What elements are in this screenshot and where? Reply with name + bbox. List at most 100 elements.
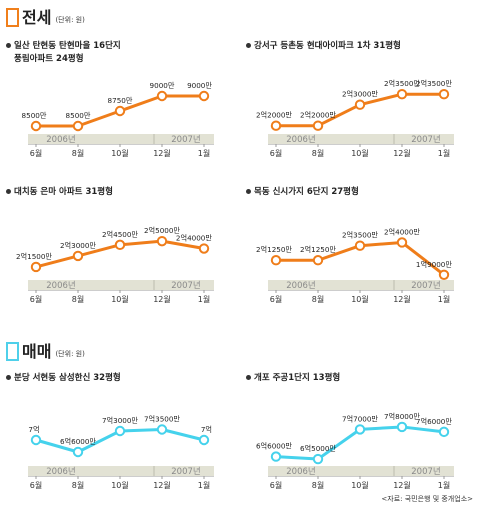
year-band bbox=[268, 280, 454, 290]
year-band bbox=[268, 466, 454, 476]
x-tick-label: 6월 bbox=[270, 148, 282, 158]
section-header-maemae: 매매 (단위: 원) bbox=[6, 342, 85, 361]
x-tick-label: 8월 bbox=[312, 480, 324, 490]
x-tick-label: 8월 bbox=[72, 148, 84, 158]
data-point bbox=[396, 89, 408, 100]
year-label: 2007년 bbox=[411, 280, 440, 291]
data-label: 7억6000만 bbox=[416, 417, 452, 426]
line-chart: 2006년 2007년 6월 8월 10월 12월 1월 2억1250만 2억1250만 2억35… bbox=[256, 227, 454, 304]
chart-title: 목동 신시가지 6단지 27평형 bbox=[246, 186, 359, 199]
data-point bbox=[438, 269, 450, 280]
data-label: 2억2000만 bbox=[256, 111, 292, 120]
data-label: 6억6000만 bbox=[60, 437, 96, 446]
chart-title: 개포 주공1단지 13평형 bbox=[246, 372, 340, 385]
x-tick-label: 8월 bbox=[72, 480, 84, 490]
data-point bbox=[72, 446, 84, 458]
chart-title-line: 분당 서현동 삼성한신 32평형 bbox=[14, 373, 121, 383]
x-tick-label: 10월 bbox=[111, 294, 129, 304]
data-label: 6억5000만 bbox=[300, 444, 336, 453]
data-point bbox=[354, 424, 366, 435]
data-label: 2억1250만 bbox=[300, 245, 336, 254]
chart-title: 강서구 등촌동 현대아이파크 1차 31평형 bbox=[246, 40, 401, 53]
data-label: 9000만 bbox=[187, 81, 212, 90]
data-point bbox=[270, 120, 282, 131]
data-point bbox=[198, 434, 210, 446]
data-label: 7억 bbox=[28, 425, 39, 434]
data-point bbox=[396, 237, 408, 248]
data-point bbox=[438, 89, 450, 100]
x-tick-label: 1월 bbox=[198, 294, 210, 304]
line-chart: 2006년 2007년 6월 8월 10월 12월 1월 8500만 8500만 8750만 900… bbox=[22, 81, 214, 158]
data-label: 7억3500만 bbox=[144, 415, 180, 424]
x-tick-label: 1월 bbox=[438, 480, 450, 490]
x-tick-label: 10월 bbox=[111, 148, 129, 158]
year-band bbox=[28, 280, 214, 290]
x-tick-label: 6월 bbox=[270, 294, 282, 304]
data-label: 8750만 bbox=[108, 96, 133, 105]
line-chart: 2006년 2007년 6월 8월 10월 12월 1월 7억 6억6000만 7억3000만 7억… bbox=[28, 415, 214, 490]
x-tick-label: 8월 bbox=[312, 294, 324, 304]
chart-panel: 대치동 은마 아파트 31평형 2006년 2007년 6월 8월 10월 12월 1월 2억1… bbox=[6, 186, 238, 306]
section-title: 매매 bbox=[22, 342, 52, 361]
x-tick-label: 10월 bbox=[351, 294, 369, 304]
data-point bbox=[30, 434, 42, 446]
x-tick-label: 10월 bbox=[111, 480, 129, 490]
section-unit: (단위: 원) bbox=[55, 350, 85, 358]
data-label: 8500만 bbox=[22, 111, 47, 120]
data-label: 2억3500만 bbox=[384, 79, 420, 88]
bullet-icon bbox=[246, 375, 251, 380]
x-tick-label: 1월 bbox=[438, 148, 450, 158]
x-tick-label: 1월 bbox=[438, 294, 450, 304]
data-label: 1억9000만 bbox=[416, 260, 452, 269]
x-tick-label: 12월 bbox=[153, 294, 171, 304]
section-unit: (단위: 원) bbox=[55, 16, 85, 24]
year-label: 2006년 bbox=[286, 280, 315, 291]
data-point bbox=[156, 424, 168, 435]
line-chart: 2006년 2007년 6월 8월 10월 12월 1월 2억1500만 2억3000만 2억45… bbox=[16, 226, 214, 304]
data-point bbox=[30, 261, 42, 273]
data-label: 8500만 bbox=[66, 111, 91, 120]
data-point bbox=[30, 120, 42, 132]
data-label: 7억 bbox=[201, 425, 212, 434]
x-tick-label: 8월 bbox=[312, 148, 324, 158]
data-label: 2억5000만 bbox=[144, 226, 180, 235]
data-label: 2억3000만 bbox=[342, 90, 378, 99]
chart-title: 대치동 은마 아파트 31평형 bbox=[6, 186, 113, 199]
data-point bbox=[114, 425, 126, 437]
data-label: 2억1500만 bbox=[16, 252, 52, 261]
bullet-icon bbox=[246, 43, 251, 48]
data-label: 7억7000만 bbox=[342, 414, 378, 423]
year-label: 2007년 bbox=[171, 134, 200, 145]
year-label: 2006년 bbox=[286, 466, 315, 477]
data-point bbox=[438, 426, 450, 438]
line-chart: 2006년 2007년 6월 8월 10월 12월 1월 2억2000만 2억2000만 2억30… bbox=[256, 79, 454, 158]
section-marker-icon bbox=[6, 8, 19, 27]
data-point bbox=[198, 90, 210, 102]
data-point bbox=[270, 451, 282, 462]
chart-title-line: 대치동 은마 아파트 31평형 bbox=[14, 187, 113, 197]
section-header-jeonse: 전세 (단위: 원) bbox=[6, 8, 85, 27]
x-tick-label: 1월 bbox=[198, 480, 210, 490]
x-tick-label: 12월 bbox=[393, 294, 411, 304]
data-label: 2억3500만 bbox=[416, 79, 452, 88]
data-point bbox=[114, 239, 126, 251]
x-tick-label: 12월 bbox=[393, 148, 411, 158]
data-point bbox=[354, 240, 366, 251]
section-marker-icon bbox=[6, 342, 19, 361]
data-point bbox=[156, 235, 168, 247]
bullet-icon bbox=[246, 189, 251, 194]
year-band bbox=[28, 134, 214, 144]
data-point bbox=[114, 105, 126, 117]
x-tick-label: 1월 bbox=[198, 148, 210, 158]
x-tick-label: 6월 bbox=[30, 294, 42, 304]
x-tick-label: 6월 bbox=[30, 480, 42, 490]
data-label: 2억1250만 bbox=[256, 245, 292, 254]
data-point bbox=[198, 243, 210, 254]
x-tick-label: 12월 bbox=[153, 480, 171, 490]
x-tick-label: 12월 bbox=[393, 480, 411, 490]
data-label: 2억3000만 bbox=[60, 241, 96, 250]
chart-panel: 일산 탄현동 탄현마을 16단지 풍림아파트 24평형 2006년 2007년 6월 8월… bbox=[6, 40, 238, 160]
year-label: 2006년 bbox=[46, 280, 75, 291]
chart-panel: 강서구 등촌동 현대아이파크 1차 31평형 2006년 2007년 6월 8월 10월 1… bbox=[246, 40, 478, 160]
data-point bbox=[270, 255, 282, 266]
